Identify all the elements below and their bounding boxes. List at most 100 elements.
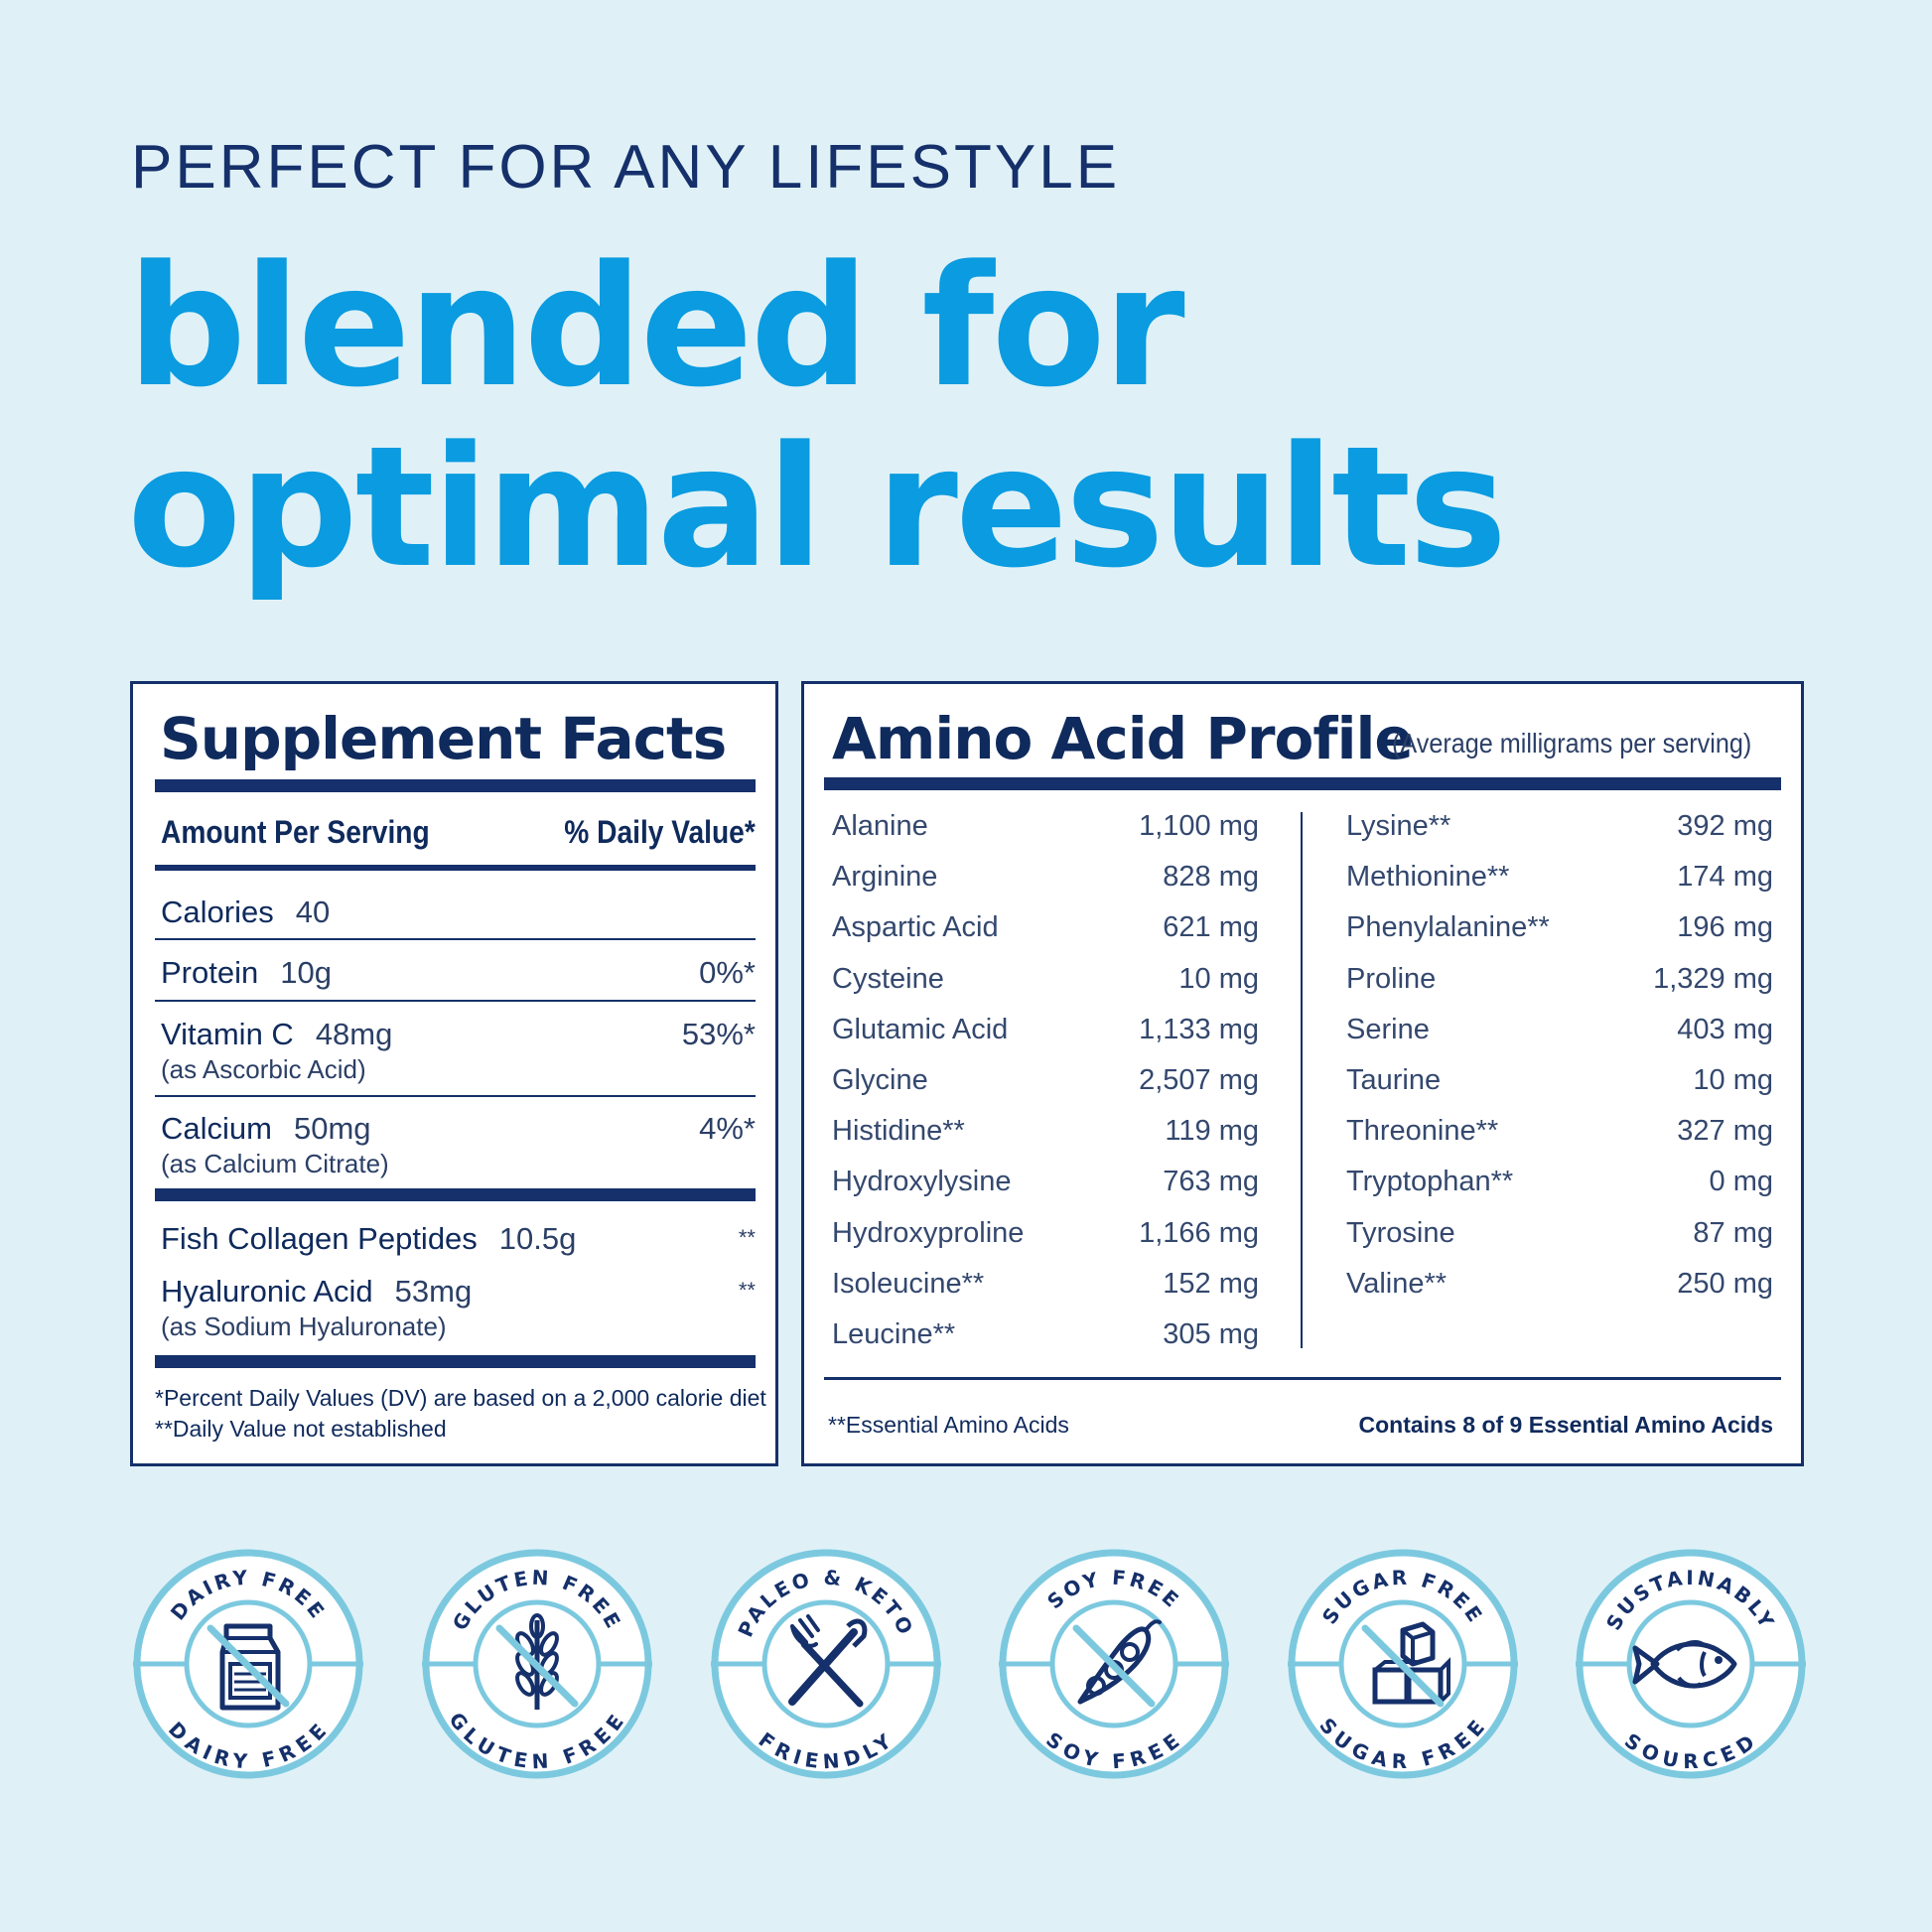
amino-value: 392 mg: [1677, 810, 1773, 842]
nutrient-dv: 4%*: [699, 1111, 756, 1146]
amino-value: 174 mg: [1677, 861, 1773, 894]
nutrient-name: Vitamin C: [161, 1017, 294, 1051]
amino-value: 10 mg: [1178, 962, 1259, 995]
headline: blended for optimal results: [127, 229, 1507, 605]
row-divider: [155, 938, 756, 940]
nutrient-dv: 0%*: [699, 955, 756, 990]
nutrient-name: Protein: [161, 955, 259, 990]
badge-soybean: SOY FREE SOY FREE: [997, 1547, 1231, 1781]
prohibited-slash-icon: [1072, 1624, 1156, 1708]
amino-row: Hydroxylysine 763 mg: [832, 1166, 1259, 1205]
amino-row: Hydroxyproline 1,166 mg: [832, 1217, 1259, 1257]
amino-name: Alanine: [832, 810, 928, 842]
amino-name: Hydroxylysine: [832, 1166, 1012, 1198]
amino-row: Threonine** 327 mg: [1346, 1115, 1773, 1155]
nutrient-name: Hyaluronic Acid: [161, 1274, 373, 1309]
amino-row: Glutamic Acid 1,133 mg: [832, 1014, 1259, 1053]
amino-value: 250 mg: [1677, 1267, 1773, 1300]
amino-row: Histidine** 119 mg: [832, 1115, 1259, 1155]
amino-row: Taurine 10 mg: [1346, 1064, 1773, 1104]
amino-name: Proline: [1346, 962, 1437, 995]
amino-value: 0 mg: [1709, 1166, 1773, 1198]
amino-acid-profile-panel: Amino Acid Profile (Average milligrams p…: [801, 681, 1804, 1466]
amino-value: 327 mg: [1677, 1115, 1773, 1148]
row-divider: [155, 1095, 756, 1097]
amino-name: Glutamic Acid: [832, 1013, 1009, 1045]
supplement-facts-panel: Supplement Facts Amount Per Serving % Da…: [130, 681, 778, 1466]
amino-name: Isoleucine**: [832, 1267, 985, 1300]
amino-name: Methionine**: [1346, 861, 1510, 894]
fish-icon: [1632, 1640, 1737, 1689]
daily-value-label: % Daily Value*: [564, 814, 756, 850]
amino-value: 621 mg: [1163, 911, 1259, 944]
supplement-facts-title: Supplement Facts: [160, 705, 727, 772]
nutrient-dv: **: [738, 1225, 756, 1250]
amino-value: 10 mg: [1693, 1064, 1773, 1096]
amino-name: Tyrosine: [1346, 1216, 1455, 1249]
amino-value: 403 mg: [1677, 1013, 1773, 1045]
nutrient-dv: 53%*: [681, 1017, 756, 1051]
headline-line-1: blended for: [127, 229, 1185, 424]
divider-thick: [155, 779, 756, 792]
nutrient-amount: 40: [295, 895, 331, 929]
nutrient-note: (as Ascorbic Acid): [161, 1054, 366, 1084]
amino-row: Tryptophan** 0 mg: [1346, 1166, 1773, 1205]
essential-amino-acids-note: **Essential Amino Acids: [828, 1412, 1069, 1438]
footer-divider: [824, 1377, 1781, 1380]
amino-value: 152 mg: [1163, 1267, 1259, 1300]
badge-milk-carton: DAIRY FREE DAIRY FREE: [131, 1547, 365, 1781]
footnote-not-established: **Daily Value not established: [155, 1416, 447, 1442]
badge-sugar-cubes: SUGAR FREE SUGAR FREE: [1286, 1547, 1520, 1781]
badge-fish: SUSTAINABLY SOURCED: [1574, 1547, 1808, 1781]
amino-name: Phenylalanine**: [1346, 911, 1550, 944]
prohibited-slash-icon: [495, 1624, 579, 1708]
amino-row: Proline 1,329 mg: [1346, 963, 1773, 1003]
amino-value: 119 mg: [1165, 1115, 1259, 1148]
amino-value: 2,507 mg: [1139, 1064, 1259, 1096]
divider-thick: [155, 1188, 756, 1201]
amino-value: 196 mg: [1677, 911, 1773, 944]
amino-name: Histidine**: [832, 1115, 965, 1148]
nutrient-note: (as Calcium Citrate): [161, 1149, 389, 1178]
amount-per-serving-label: Amount Per Serving: [161, 814, 430, 850]
amino-name: Serine: [1346, 1013, 1430, 1045]
nutrient-amount: 10g: [280, 955, 332, 990]
fork-knife-icon: [788, 1614, 868, 1708]
amino-row: Phenylalanine** 196 mg: [1346, 911, 1773, 951]
amino-name: Lysine**: [1346, 810, 1451, 842]
amino-row: Lysine** 392 mg: [1346, 810, 1773, 850]
nutrient-dv: **: [738, 1278, 756, 1303]
amino-name: Valine**: [1346, 1267, 1448, 1300]
headline-line-2: optimal results: [127, 410, 1507, 605]
divider-medium: [155, 865, 756, 871]
badge-fork-knife: PALEO & KETO FRIENDLY: [709, 1547, 943, 1781]
amino-name: Tryptophan**: [1346, 1166, 1514, 1198]
amino-name: Taurine: [1346, 1064, 1442, 1096]
amino-row: Glycine 2,507 mg: [832, 1064, 1259, 1104]
nutrient-name: Calories: [161, 895, 274, 929]
amino-value: 763 mg: [1163, 1166, 1259, 1198]
amino-row: Tyrosine 87 mg: [1346, 1217, 1773, 1257]
amino-row: Leucine** 305 mg: [832, 1318, 1259, 1358]
amino-row: Isoleucine** 152 mg: [832, 1268, 1259, 1308]
amino-name: Glycine: [832, 1064, 928, 1096]
amino-name: Hydroxyproline: [832, 1216, 1025, 1249]
prohibited-slash-icon: [1361, 1624, 1445, 1708]
nutrient-name: Calcium: [161, 1111, 272, 1146]
amino-row: Methionine** 174 mg: [1346, 861, 1773, 900]
amino-row: Aspartic Acid 621 mg: [832, 911, 1259, 951]
footnote-daily-values: *Percent Daily Values (DV) are based on …: [155, 1385, 766, 1411]
nutrient-amount: 48mg: [315, 1017, 393, 1051]
amino-value: 305 mg: [1163, 1318, 1259, 1350]
amino-name: Threonine**: [1346, 1115, 1499, 1148]
amino-row: Arginine 828 mg: [832, 861, 1259, 900]
amino-value: 1,329 mg: [1653, 962, 1773, 995]
essential-count-note: Contains 8 of 9 Essential Amino Acids: [1358, 1412, 1774, 1438]
soybean-icon: [1077, 1619, 1162, 1705]
amino-row: Serine 403 mg: [1346, 1014, 1773, 1053]
nutrient-note: (as Sodium Hyaluronate): [161, 1311, 447, 1341]
divider-thick: [155, 1355, 756, 1368]
amino-value: 1,100 mg: [1139, 810, 1259, 842]
amino-value: 828 mg: [1163, 861, 1259, 894]
badge-wheat: GLUTEN FREE GLUTEN FREE: [420, 1547, 654, 1781]
